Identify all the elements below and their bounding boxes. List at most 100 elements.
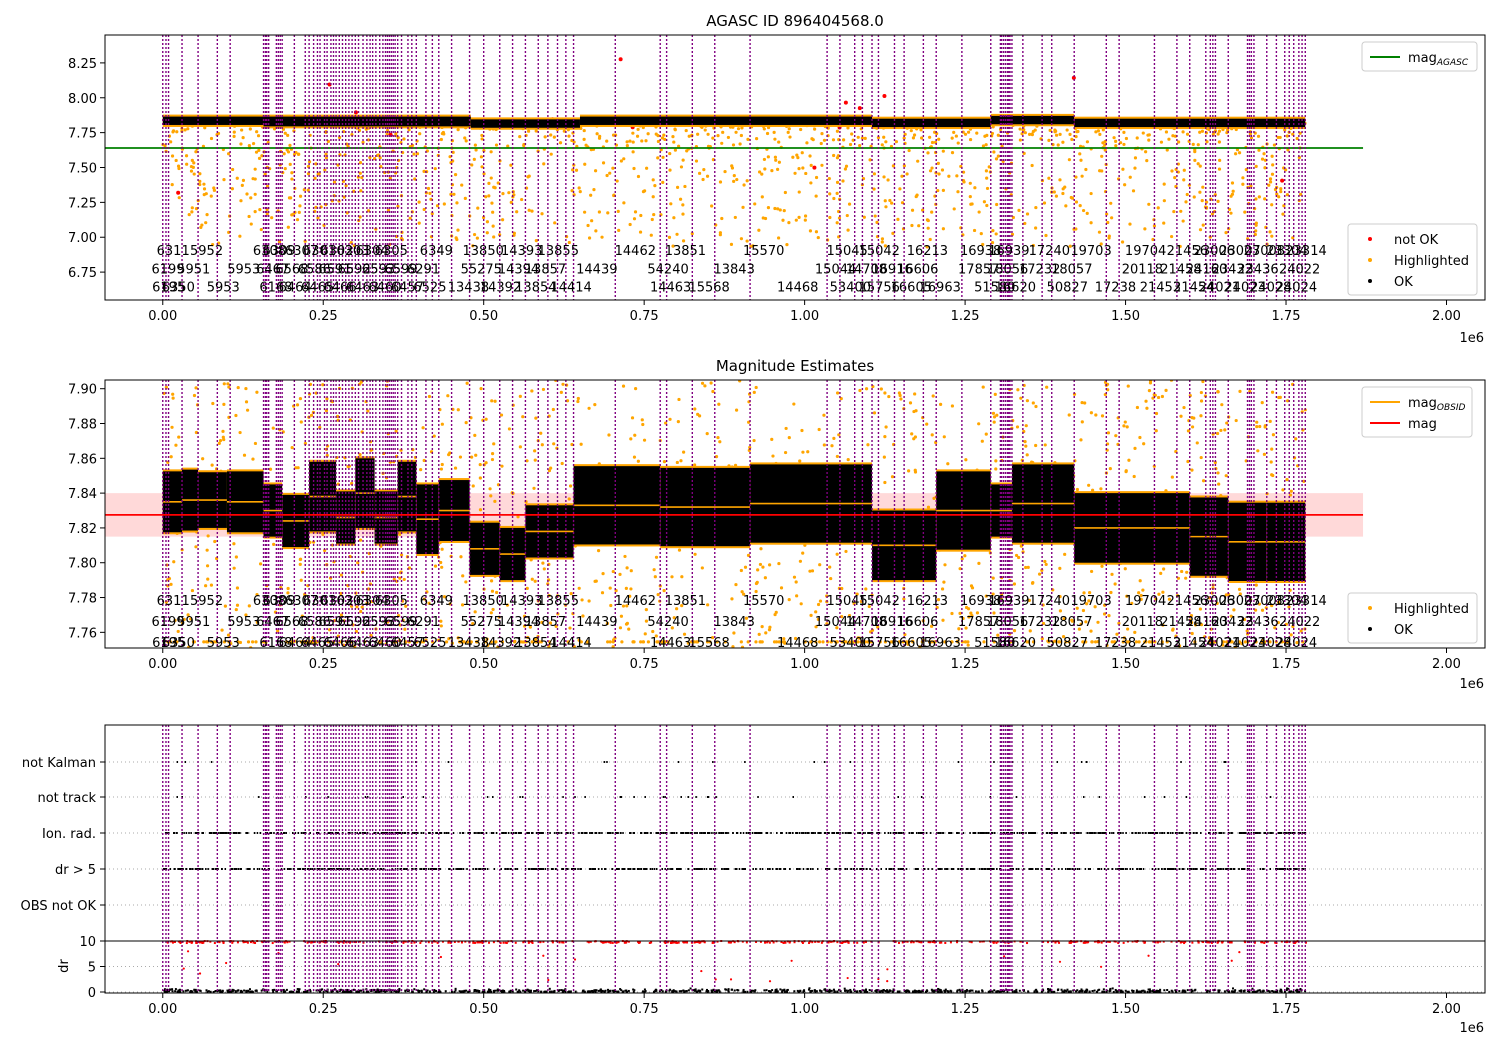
mag-est-highlighted-point: [1125, 640, 1130, 644]
flag-dr-gt5-point: [434, 868, 437, 870]
mag-est-obsid-label: 6195: [152, 636, 185, 651]
flag-ion-rad-point: [1243, 832, 1245, 834]
flag-dr-gt5-point: [1161, 868, 1163, 870]
agasc-highlighted-point: [843, 167, 848, 171]
mag-est-highlighted-point: [512, 640, 517, 644]
flag-ion-rad-point: [586, 832, 588, 834]
mag-est-highlighted-point: [993, 392, 997, 396]
mag-est-highlighted-point: [242, 453, 247, 457]
flag-not-track-point: [422, 796, 425, 798]
flag-ion-rad-point: [183, 832, 185, 834]
flag-dr-gt5-point: [249, 868, 251, 870]
flag-dr-gt5-point: [162, 868, 165, 870]
agasc-highlighted-point: [298, 204, 302, 208]
agasc-highlighted-point: [475, 236, 479, 240]
mag-est-highlighted-point: [1199, 455, 1203, 460]
flag-dr-gt5-point: [734, 868, 737, 870]
flag-ion-rad-point: [1052, 832, 1054, 834]
flag-not-kalman-point: [993, 761, 995, 763]
mag-est-highlighted-point: [1273, 626, 1277, 630]
flag-dr-gt5-point: [806, 868, 808, 870]
agasc-highlighted-point: [240, 183, 244, 187]
agasc-highlighted-point: [1084, 167, 1088, 172]
mag-est-highlighted-point: [221, 429, 225, 433]
mag-est-obsid-label: 6591: [318, 615, 351, 630]
flag-ion-rad-point: [942, 832, 945, 834]
agasc-highlighted-point: [480, 137, 484, 141]
flag-ion-rad-point: [912, 832, 914, 834]
agasc-x-tick-label: 0.00: [148, 309, 177, 324]
mag-est-highlighted-point: [542, 567, 546, 571]
flag-dr-gt5-point: [1084, 868, 1087, 870]
flag-dr-gt5-point: [253, 868, 255, 870]
flag-dr-gt5-point: [570, 868, 573, 870]
agasc-x-tick-label: 1.00: [790, 309, 819, 324]
flag-ion-rad-point: [538, 832, 541, 834]
agasc-highlighted-point: [417, 221, 421, 225]
agasc-obsid-label: 15045: [826, 244, 867, 259]
flag-dr-gt5-point: [364, 868, 366, 870]
mag-est-obsid-label: 6350: [162, 636, 195, 651]
flag-ion-rad-point: [645, 832, 647, 834]
agasc-obsid-label: 14392: [480, 280, 521, 295]
agasc-highlighted-point: [1198, 130, 1202, 134]
mag-est-highlighted-point: [1108, 467, 1112, 471]
flag-dr-gt5-point: [1225, 868, 1227, 870]
mag-est-highlighted-point: [601, 572, 605, 576]
agasc-obsid-label: 14468: [777, 280, 818, 295]
mag-est-obsid-label: 15042: [859, 594, 900, 609]
agasc-highlighted-point: [464, 139, 468, 143]
flag-ion-rad-point: [276, 832, 279, 834]
mag-est-highlighted-point: [1058, 566, 1062, 570]
flag-dr-gt5-point: [493, 868, 496, 870]
flag-dr-gt5-point: [1047, 868, 1049, 870]
mag-est-obsid-label: 6568: [275, 615, 308, 630]
flag-dr-gt5-point: [639, 868, 641, 870]
agasc-obsid-label: 13438: [448, 280, 489, 295]
mag-est-x-tick-label: 0.00: [148, 657, 177, 672]
flag-ion-rad-point: [857, 832, 859, 834]
agasc-highlighted-point: [222, 177, 226, 182]
flag-dr-gt5-point: [778, 868, 781, 870]
mag-est-highlighted-point: [1285, 640, 1290, 644]
agasc-highlighted-point: [643, 189, 647, 193]
flag-dr-gt5-point: [1154, 868, 1157, 870]
agasc-highlighted-point: [249, 222, 253, 226]
flag-ion-rad-point: [828, 832, 830, 834]
flag-dr-gt5-point: [755, 868, 757, 870]
mag-est-obsid-label: 5951: [177, 615, 210, 630]
mag-est-highlighted-point: [897, 391, 901, 395]
mag-est-highlighted-point: [693, 463, 697, 467]
agasc-highlighted-point: [937, 172, 941, 176]
flag-dr-gt5-point: [240, 868, 242, 870]
mag-est-highlighted-point: [1079, 438, 1083, 442]
mag-est-highlighted-point: [244, 400, 249, 404]
agasc-y-tick-label: 8.25: [68, 57, 97, 72]
flag-dr-gt5-point: [430, 868, 432, 870]
flag-not-kalman-point: [1080, 761, 1083, 763]
flag-not-track-point: [327, 796, 329, 798]
flag-ion-rad-point: [1151, 832, 1154, 834]
agasc-highlighted-point: [255, 130, 259, 134]
mag-est-obsid-label: 21453: [1140, 636, 1181, 651]
agasc-highlighted-point: [745, 239, 749, 243]
agasc-highlighted-point: [1074, 175, 1078, 179]
flag-ion-rad-point: [900, 832, 902, 834]
flag-dr-gt5-point: [705, 868, 708, 870]
flag-dr-gt5-point: [264, 868, 266, 870]
mag-est-highlighted-point: [652, 568, 656, 572]
mag-est-highlighted-point: [1012, 582, 1017, 586]
flag-dr-gt5-point: [539, 868, 541, 870]
mag-est-highlighted-point: [636, 459, 640, 463]
flag-dr-gt5-point: [798, 868, 801, 870]
mag-est-obsid-label: 5952: [190, 594, 223, 609]
mag-est-highlighted-point: [621, 604, 626, 608]
mag-est-highlighted-point: [1094, 413, 1098, 417]
agasc-highlighted-point: [600, 235, 604, 239]
mag-est-highlighted-point: [1082, 591, 1086, 595]
mag-est-highlighted-point: [1025, 399, 1030, 403]
mag-est-highlighted-point: [247, 604, 251, 608]
mag-est-highlighted-point: [1080, 400, 1084, 405]
mag-est-obsid-label: 6592: [338, 615, 371, 630]
mag-est-bottom-legend-box: [1347, 592, 1478, 644]
